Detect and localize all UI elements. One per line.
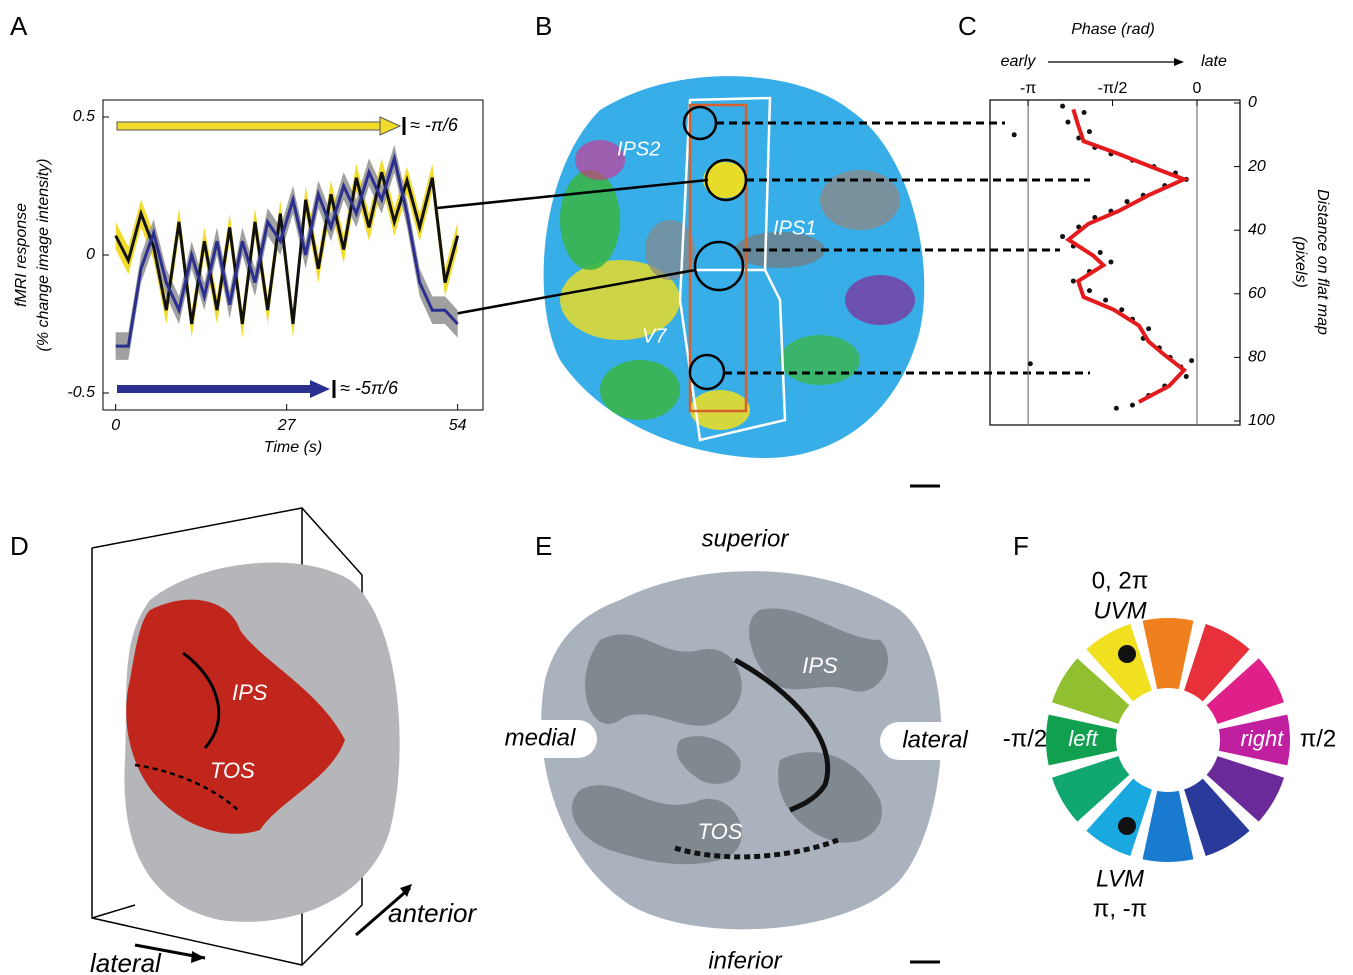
y-tick-label: 20 [1247, 158, 1266, 175]
scatter-point [1130, 403, 1135, 408]
x-axis-label: Time (s) [264, 439, 323, 456]
y-axis-label: fMRI response [13, 203, 30, 307]
x-tick-label: 0 [1193, 80, 1202, 97]
panel-letter: B [535, 11, 552, 41]
y-tick-label: 0.5 [73, 108, 95, 125]
direction-label: inferior [708, 947, 782, 974]
wheel-segment [1143, 618, 1194, 689]
scatter-point [1103, 298, 1108, 303]
x-tick-label: -π [1020, 80, 1036, 97]
scatter-point [1065, 120, 1070, 125]
panel-letter: E [535, 531, 552, 561]
scatter-point [1028, 361, 1033, 366]
scatter-point [1098, 250, 1103, 255]
arrow-shaft [117, 385, 312, 393]
scatter-point [1087, 129, 1092, 134]
panel-letter: A [10, 11, 28, 41]
direction-label: anterior [388, 898, 477, 928]
y-axis-label: (pixels) [1292, 236, 1309, 288]
direction-label: medial [505, 724, 576, 751]
scatter-point [1125, 199, 1130, 204]
brain-3d-d: IPS TOS lateral anterior [90, 508, 477, 975]
y-tick-label: 0 [1248, 94, 1257, 111]
arrow-head [380, 117, 400, 135]
axis-end-label: late [1201, 53, 1227, 70]
panel-letter: C [958, 11, 977, 41]
arrow-head [310, 380, 330, 398]
scatter-point [1012, 132, 1017, 137]
wheel-label: right [1241, 726, 1285, 751]
scatter-point [1189, 358, 1194, 363]
region-label: IPS2 [617, 138, 660, 160]
scatter-point [1060, 104, 1065, 109]
arrow-shaft [117, 122, 382, 130]
annotation: ≈ -5π/6 [340, 378, 399, 398]
x-tick-label: -π/2 [1098, 80, 1128, 97]
dot [1118, 817, 1136, 835]
trend-line [1068, 109, 1184, 402]
sulcus-label: IPS [232, 680, 268, 705]
y-tick-label: 60 [1248, 285, 1266, 302]
scatter-point [1071, 279, 1076, 284]
axis-arrow-head [1174, 58, 1184, 66]
scatter-point [1146, 326, 1151, 331]
wheel-label: -π/2 [1003, 725, 1048, 752]
wheel-segment [1143, 791, 1194, 862]
annotation: ≈ -π/6 [410, 115, 459, 135]
flat-map-e: superior inferior medial lateral IPS TOS [497, 525, 980, 974]
scatter-point [1060, 234, 1065, 239]
wheel-label: UVM [1093, 597, 1146, 624]
color-wheel: 0, 2π UVM -π/2 π/2 LVM π, -π left right [1003, 567, 1337, 922]
scatter-point [1184, 374, 1189, 379]
sulcus-label: IPS [802, 653, 838, 678]
scatter-point [1082, 110, 1087, 115]
region-label: V7 [642, 325, 667, 347]
y-tick-label: 100 [1248, 412, 1275, 429]
direction-label: superior [702, 525, 790, 552]
y-tick-label: 0 [86, 246, 95, 263]
axis-end-label: early [1001, 53, 1037, 70]
wheel-label: π/2 [1300, 725, 1337, 752]
y-tick-label: -0.5 [67, 384, 95, 401]
wheel-label: π, -π [1093, 895, 1147, 922]
region-label: IPS1 [773, 217, 816, 239]
y-axis-label: (% change image intensity) [35, 159, 52, 352]
x-tick-label: 54 [449, 417, 467, 434]
sulcus-label: TOS [698, 819, 743, 844]
direction-label: lateral [902, 726, 968, 753]
x-tick-label: 27 [277, 417, 297, 434]
wheel-label: 0, 2π [1092, 567, 1149, 594]
scatter-point [1087, 288, 1092, 293]
wheel-label: left [1068, 726, 1098, 751]
sulcus-label: TOS [210, 758, 255, 783]
scatter-point [1114, 406, 1119, 411]
direction-label: lateral [90, 948, 162, 975]
dot [1118, 645, 1136, 663]
panel-letter: D [10, 531, 29, 561]
y-tick-label: 80 [1248, 349, 1266, 366]
figure: A B C D E F IPS2 IPS1 V7 [0, 0, 1353, 975]
axis-title: Phase (rad) [1071, 21, 1155, 38]
y-axis-label: Distance on flat map [1314, 189, 1331, 335]
x-tick-label: 0 [111, 417, 120, 434]
y-tick-label: 40 [1248, 221, 1266, 238]
scatter-point [1108, 260, 1113, 265]
wheel-label: LVM [1096, 865, 1144, 892]
panel-letter: F [1013, 531, 1029, 561]
